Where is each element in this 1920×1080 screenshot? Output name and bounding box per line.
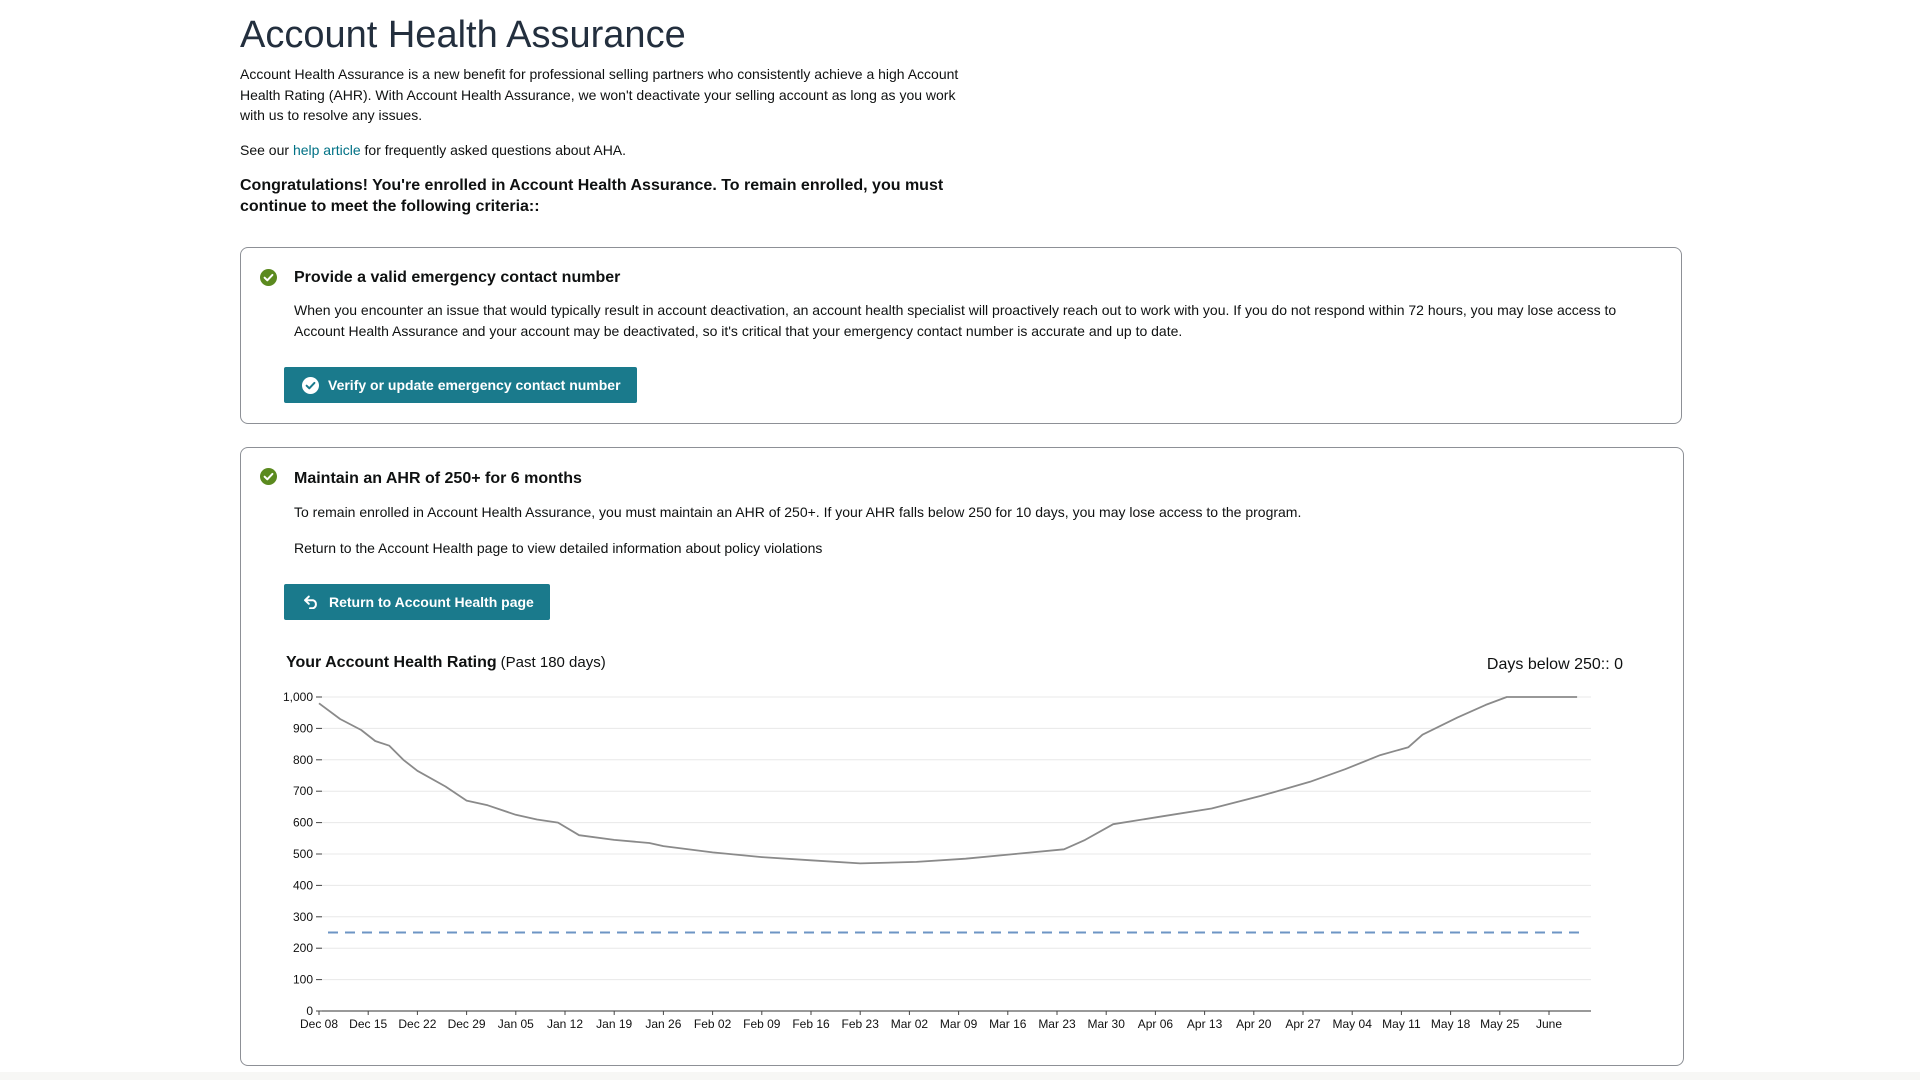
intro-paragraph: Account Health Assurance is a new benefi… bbox=[240, 66, 959, 123]
return-account-health-button[interactable]: Return to Account Health page bbox=[284, 584, 550, 620]
chart-title: Your Account Health Rating (Past 180 days… bbox=[286, 654, 606, 672]
criterion-title: Maintain an AHR of 250+ for 6 months bbox=[294, 470, 582, 487]
y-tick-label: 300 bbox=[293, 910, 313, 924]
days-below-count: Days below 250:: 0 bbox=[1486, 656, 1623, 673]
help-line: See our help article for frequently aske… bbox=[240, 142, 626, 158]
x-tick-label: Jan 05 bbox=[498, 1017, 534, 1031]
x-tick-label: Jan 12 bbox=[547, 1017, 583, 1031]
chart-title-text: Your Account Health Rating bbox=[286, 654, 497, 671]
x-tick-label: May 04 bbox=[1333, 1017, 1373, 1031]
criterion-description: When you encounter an issue that would t… bbox=[294, 302, 1617, 339]
x-tick-label: Dec 22 bbox=[398, 1017, 436, 1031]
check-circle-icon bbox=[302, 376, 319, 394]
x-tick-label: May 11 bbox=[1382, 1017, 1421, 1031]
x-tick-label: Apr 20 bbox=[1236, 1017, 1272, 1031]
enrollment-message: Congratulations! You're enrolled in Acco… bbox=[240, 177, 944, 215]
x-tick-label: May 18 bbox=[1431, 1017, 1471, 1031]
x-tick-label: Dec 15 bbox=[349, 1017, 387, 1031]
x-tick-label: Mar 16 bbox=[989, 1017, 1027, 1031]
help-prefix: See our bbox=[240, 142, 293, 158]
criterion-card-emergency-contact: Provide a valid emergency contact number… bbox=[240, 247, 1682, 424]
criterion-description: To remain enrolled in Account Health Ass… bbox=[294, 504, 1302, 520]
check-circle-icon bbox=[260, 468, 277, 485]
ahr-series-line bbox=[318, 696, 1578, 865]
y-tick-label: 400 bbox=[293, 878, 313, 892]
y-tick-label: 700 bbox=[293, 784, 313, 798]
undo-arrow-icon bbox=[304, 595, 317, 609]
page-title: Account Health Assurance bbox=[240, 14, 686, 56]
help-suffix: for frequently asked questions about AHA… bbox=[360, 142, 627, 158]
x-tick-label: Mar 30 bbox=[1088, 1017, 1126, 1031]
x-tick-label: June bbox=[1536, 1017, 1562, 1031]
criterion-card-ahr: Maintain an AHR of 250+ for 6 months To … bbox=[240, 447, 1684, 1066]
x-tick-label: Dec 29 bbox=[448, 1017, 486, 1031]
x-tick-label: Dec 08 bbox=[300, 1017, 338, 1031]
chart-subtitle: (Past 180 days) bbox=[500, 654, 606, 671]
x-tick-label: Feb 23 bbox=[842, 1017, 880, 1031]
y-tick-label: 600 bbox=[293, 816, 313, 830]
x-tick-label: Mar 02 bbox=[891, 1017, 929, 1031]
help-article-link[interactable]: help article bbox=[292, 142, 361, 158]
ahr-line-chart: 0 100 200 300 400 500 600 700 800 900 1,000 Dec 08 D… bbox=[283, 690, 1591, 1031]
x-tick-label: Jan 26 bbox=[645, 1017, 681, 1031]
y-tick-label: 500 bbox=[293, 847, 313, 861]
y-tick-label: 900 bbox=[293, 721, 313, 735]
verify-contact-button[interactable]: Verify or update emergency contact numbe… bbox=[284, 367, 637, 403]
x-tick-label: Feb 02 bbox=[694, 1017, 732, 1031]
y-tick-label: 100 bbox=[293, 973, 313, 987]
y-tick-label: 800 bbox=[293, 753, 313, 767]
x-tick-label: Apr 27 bbox=[1285, 1017, 1321, 1031]
criterion-hint: Return to the Account Health page to vie… bbox=[294, 540, 823, 556]
x-tick-label: Feb 16 bbox=[792, 1017, 830, 1031]
criterion-title: Provide a valid emergency contact number bbox=[294, 269, 621, 286]
y-tick-label: 200 bbox=[293, 941, 313, 955]
x-tick-label: Jan 19 bbox=[596, 1017, 632, 1031]
x-tick-label: May 25 bbox=[1480, 1017, 1520, 1031]
x-tick-label: Mar 09 bbox=[940, 1017, 978, 1031]
y-tick-label: 1,000 bbox=[283, 690, 313, 704]
x-tick-label: Apr 13 bbox=[1187, 1017, 1223, 1031]
x-tick-label: Feb 09 bbox=[743, 1017, 781, 1031]
y-tick-label: 0 bbox=[306, 1004, 313, 1018]
x-tick-label: Apr 06 bbox=[1138, 1017, 1174, 1031]
return-account-health-button-label: Return to Account Health page bbox=[329, 594, 534, 610]
x-tick-label: Mar 23 bbox=[1038, 1017, 1076, 1031]
check-circle-icon bbox=[260, 269, 277, 286]
verify-contact-button-label: Verify or update emergency contact numbe… bbox=[328, 377, 621, 393]
footer-strip bbox=[0, 1072, 1920, 1080]
